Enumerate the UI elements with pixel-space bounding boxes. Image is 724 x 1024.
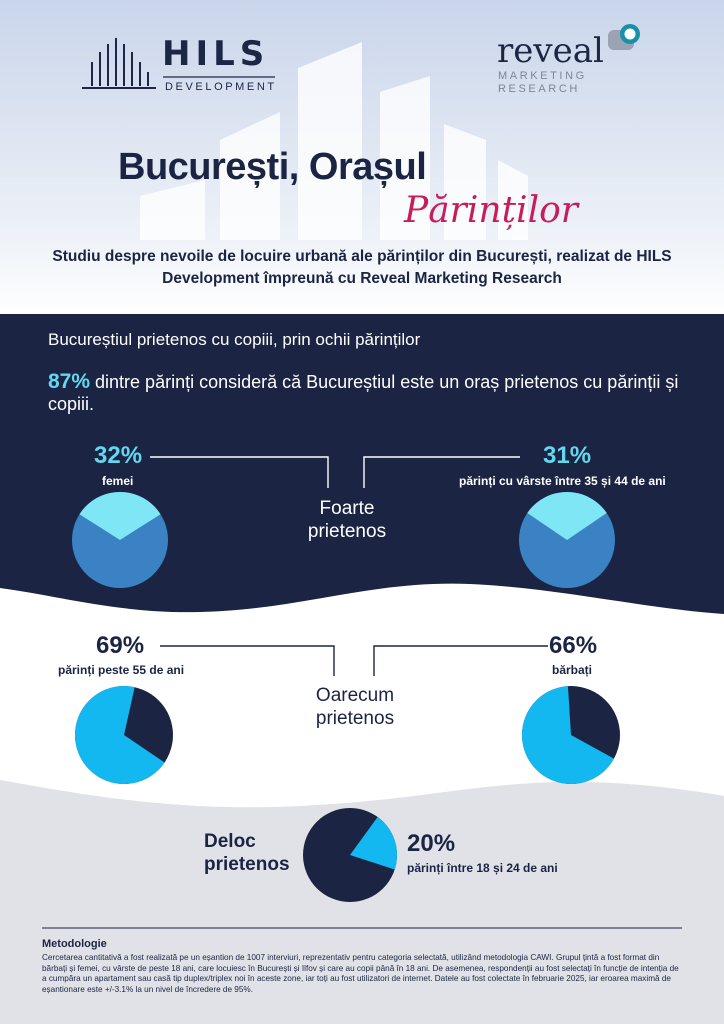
connector-35-44 (363, 456, 520, 488)
pct-label-femei: 32% (94, 442, 143, 469)
headline-text: dintre părinți consideră că Bucureștiul … (48, 372, 679, 414)
reveal-logo-subtext-1: MARKETING (498, 70, 587, 82)
hils-logo-icon (82, 38, 156, 89)
headline-percent: 87% (48, 370, 91, 393)
page-title: București, Orașul (118, 146, 427, 188)
connector-55plus (160, 645, 335, 676)
group-label-femei: femei (102, 474, 134, 488)
methodology-title: Metodologie (42, 938, 107, 950)
methodology-text: Cercetarea cantitativă a fost realizată … (42, 953, 679, 994)
category-deloc-prietenos: Deloc prietenos (204, 831, 290, 875)
connector-femei (150, 456, 329, 488)
pie-slice-2 (75, 686, 165, 784)
pct-label-barbati: 66% (549, 632, 598, 659)
skyline-decoration (140, 42, 528, 240)
group-label-18-24: părinți între 18 și 24 de ani (407, 861, 558, 875)
group-label-35-44: părinți cu vârste între 35 și 44 de ani (459, 474, 666, 488)
group-label-55plus: părinți peste 55 de ani (58, 663, 185, 677)
category-oarecum-prietenos: Oarecum prietenos (315, 685, 395, 729)
pie-slice-4 (350, 816, 397, 870)
pct-label-35-44: 31% (543, 442, 592, 469)
page-subtitle: Studiu despre nevoile de locuire urbană … (52, 248, 672, 287)
page-title-script: Părinților (404, 190, 578, 231)
pie-slice-1 (527, 491, 607, 540)
headline-statement: 87% dintre părinți consideră că Bucureșt… (48, 371, 688, 415)
connector-lines (150, 456, 548, 676)
pie-charts (72, 491, 620, 902)
hils-logo-subtext: DEVELOPMENT (165, 81, 277, 93)
pie-slice-3 (521, 686, 614, 784)
reveal-logo-icon (608, 24, 640, 50)
category-foarte-prietenos: Foarte prietenos (307, 498, 387, 542)
grey-band (0, 780, 724, 1024)
pie-slice-0 (79, 492, 161, 540)
section-heading: Bucureștiul prietenos cu copiii, prin oc… (48, 330, 421, 349)
pct-label-55plus: 69% (96, 632, 145, 659)
reveal-logo-subtext-2: RESEARCH (498, 83, 580, 95)
group-label-barbati: bărbați (552, 663, 593, 677)
reveal-logo-text: reveal (497, 31, 604, 71)
connector-barbati (373, 645, 548, 676)
pct-label-18-24: 20% (407, 830, 456, 857)
hils-logo-text: HILS (162, 34, 270, 74)
